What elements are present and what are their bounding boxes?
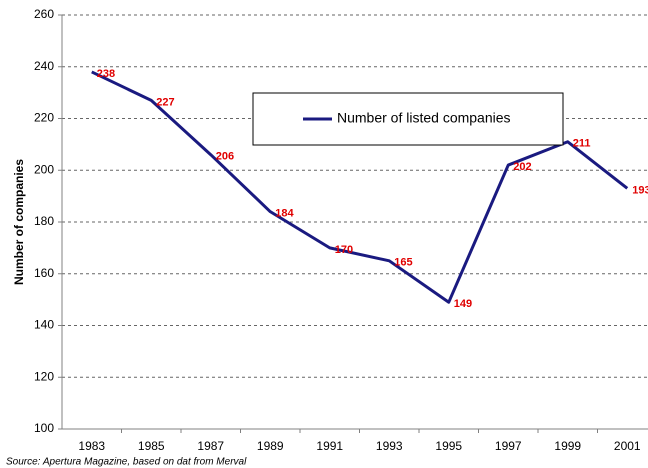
x-tick-label: 1993 — [376, 439, 403, 453]
y-tick-label: 120 — [34, 369, 54, 383]
data-label: 184 — [275, 208, 294, 220]
source-note: Source: Apertura Magazine, based on dat … — [6, 457, 247, 468]
x-tick-label: 1991 — [316, 439, 343, 453]
y-tick-label: 260 — [34, 7, 54, 21]
x-tick-label: 1983 — [78, 439, 105, 453]
x-tick-label: 1997 — [495, 439, 522, 453]
data-label: 149 — [454, 298, 472, 310]
x-tick-label: 2001 — [614, 439, 641, 453]
y-axis-label: Number of companies — [12, 159, 26, 285]
y-tick-label: 160 — [34, 266, 54, 280]
data-label: 211 — [573, 138, 591, 150]
data-label: 193 — [632, 184, 648, 196]
x-tick-label: 1985 — [138, 439, 165, 453]
legend-label: Number of listed companies — [337, 110, 511, 126]
y-tick-label: 240 — [34, 59, 54, 73]
y-tick-label: 100 — [34, 421, 54, 435]
x-tick-label: 1999 — [554, 439, 581, 453]
data-label: 165 — [394, 257, 412, 269]
data-label: 206 — [216, 151, 234, 163]
y-tick-label: 180 — [34, 214, 54, 228]
data-label: 227 — [156, 96, 174, 108]
data-label: 202 — [513, 161, 531, 173]
x-tick-label: 1995 — [435, 439, 462, 453]
data-label: 238 — [97, 68, 115, 80]
data-label: 170 — [335, 244, 353, 256]
x-tick-label: 1987 — [197, 439, 224, 453]
y-tick-label: 200 — [34, 162, 54, 176]
y-tick-label: 220 — [34, 111, 54, 125]
x-tick-label: 1989 — [257, 439, 284, 453]
y-tick-label: 140 — [34, 318, 54, 332]
data-line — [91, 70, 629, 304]
